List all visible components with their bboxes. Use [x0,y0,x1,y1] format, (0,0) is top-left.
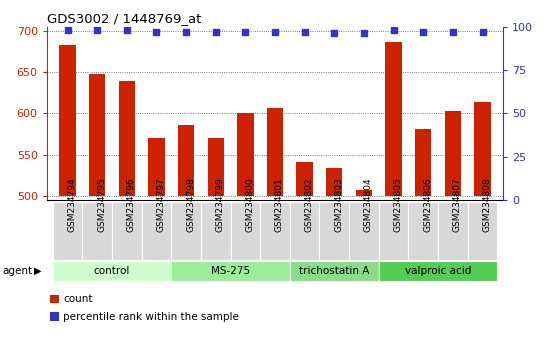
Bar [320,202,349,260]
Bar [356,190,372,196]
Bar [53,261,171,281]
Text: trichostatin A: trichostatin A [299,266,370,276]
Bar [438,202,468,260]
Text: GSM234799: GSM234799 [216,177,225,232]
Text: GSM234803: GSM234803 [334,177,343,232]
Bar [112,202,141,260]
Bar [171,261,290,281]
Bar [119,81,135,196]
Point [271,29,279,35]
Text: GSM234807: GSM234807 [453,177,462,232]
Point [211,29,220,35]
Text: GSM234801: GSM234801 [275,177,284,232]
Text: GSM234804: GSM234804 [364,177,373,232]
Bar [474,102,491,196]
Point [448,29,457,35]
Point [182,29,190,35]
Point [123,27,131,33]
Bar [141,202,171,260]
Bar [379,202,409,260]
Point [63,27,72,33]
Text: GSM234798: GSM234798 [186,177,195,232]
Bar [89,74,105,196]
Point [300,29,309,35]
Text: percentile rank within the sample: percentile rank within the sample [63,312,239,322]
Text: GSM234796: GSM234796 [127,177,136,232]
Bar [171,202,201,260]
Point [389,27,398,33]
Bar [379,261,497,281]
Bar [201,202,230,260]
Bar [207,138,224,196]
Point [241,29,250,35]
Text: GSM234805: GSM234805 [394,177,403,232]
Text: ▶: ▶ [34,266,42,276]
Bar [290,261,379,281]
Bar [349,202,379,260]
Text: control: control [94,266,130,276]
Point [360,31,368,36]
Bar [326,168,343,196]
Bar [290,202,320,260]
Text: agent: agent [3,266,33,276]
Text: GSM234802: GSM234802 [305,177,314,232]
Text: GSM234797: GSM234797 [156,177,166,232]
Text: count: count [63,294,93,304]
Point [93,27,102,33]
Bar [82,202,112,260]
Bar [53,202,82,260]
Text: GDS3002 / 1448769_at: GDS3002 / 1448769_at [47,12,201,25]
Bar [415,129,431,196]
Text: valproic acid: valproic acid [405,266,471,276]
Bar [178,125,194,196]
Text: MS-275: MS-275 [211,266,250,276]
Text: GSM234794: GSM234794 [68,177,76,232]
Point [152,29,161,35]
Bar [267,108,283,196]
Point [419,29,427,35]
Bar [237,113,254,196]
Bar [59,45,76,196]
Bar [148,138,164,196]
Bar [260,202,290,260]
Text: GSM234800: GSM234800 [245,177,254,232]
Point [330,31,339,36]
Bar [230,202,260,260]
Bar [409,202,438,260]
Bar [296,162,313,196]
Point [478,29,487,35]
Bar [445,111,461,196]
Text: GSM234795: GSM234795 [97,177,106,232]
Bar [468,202,497,260]
Text: GSM234808: GSM234808 [482,177,492,232]
Text: GSM234806: GSM234806 [423,177,432,232]
Bar [386,42,401,196]
